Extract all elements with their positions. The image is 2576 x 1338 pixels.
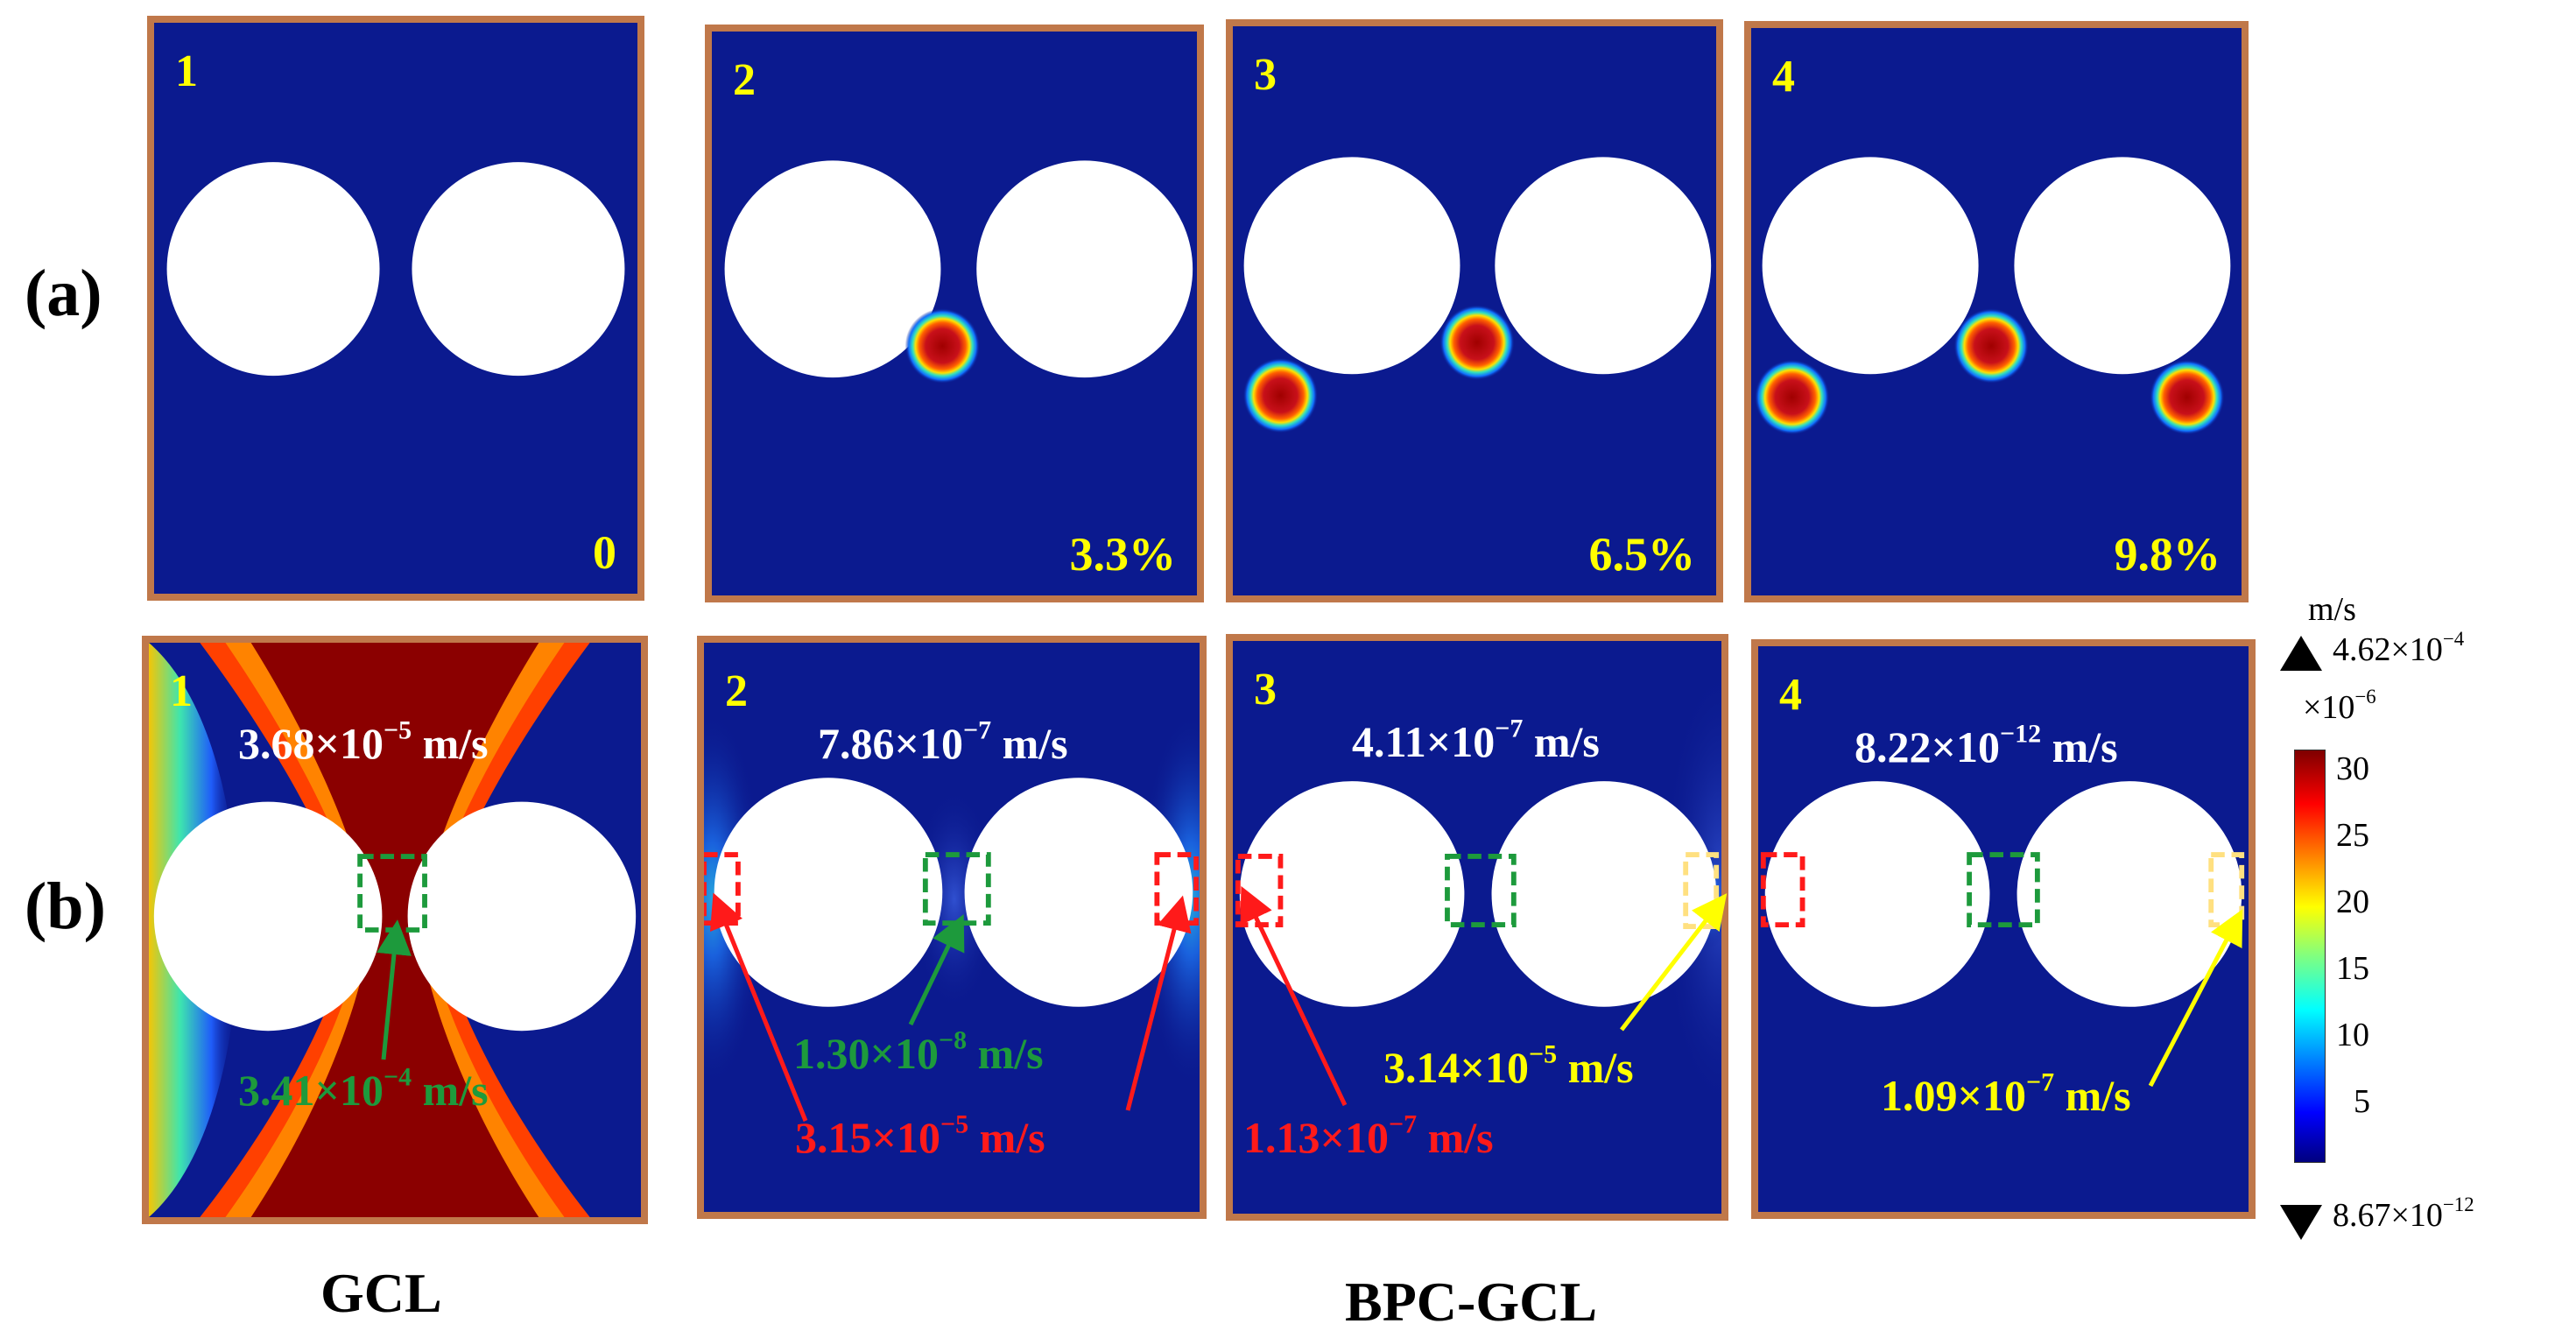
caption-gcl: GCL [320, 1262, 442, 1324]
colorbar-scale: ×10−6 [2303, 685, 2376, 726]
panel-number: 3 [1254, 665, 1277, 715]
annotation-p3-yellow: 3.14×10−5 m/s [1383, 1039, 1634, 1092]
colorbar-tick: 15 [2336, 950, 2369, 987]
red-blob [1754, 359, 1830, 435]
colorbar-min: 8.67×10−12 [2333, 1193, 2474, 1234]
panel-number: 1 [170, 666, 193, 716]
green-dashed-box [1967, 852, 2040, 928]
panel-a3: 3 6.5% [1226, 19, 1723, 602]
annotation-p4-yellow: 1.09×10−7 m/s [1881, 1067, 2131, 1120]
colorbar-max: 4.62×10−4 [2333, 627, 2465, 668]
max-triangle-icon [2280, 636, 2322, 671]
colorbar-tick: 25 [2336, 817, 2369, 854]
panel-a1: 1 0 [147, 16, 644, 601]
caption-bpc-gcl: BPC-GCL [1345, 1271, 1597, 1333]
colorbar-tick: 10 [2336, 1017, 2369, 1053]
annotation-p3-red: 1.13×10−7 m/s [1243, 1109, 1494, 1162]
colorbar [2294, 750, 2326, 1163]
red-blob [904, 308, 981, 384]
annotation-p2-red: 3.15×10−5 m/s [795, 1109, 1045, 1162]
colorbar-tick: 20 [2336, 884, 2369, 920]
colorbar-tick: 5 [2354, 1083, 2370, 1120]
panel-number: 1 [175, 46, 198, 96]
row-label-a: (a) [25, 257, 102, 330]
panel-number: 2 [725, 666, 748, 716]
red-blob [2150, 359, 2225, 435]
annotation-p2-green: 1.30×10−8 m/s [793, 1025, 1044, 1078]
velocity-label: 4.11×10−7 m/s [1352, 714, 1600, 766]
red-blob [1953, 308, 2029, 384]
panel-b4: 4 8.22×10−12 m/s [1751, 639, 2256, 1219]
velocity-label: 8.22×10−12 m/s [1855, 719, 2118, 771]
velocity-label: 3.68×10−5 m/s [238, 715, 489, 768]
colorbar-unit: m/s [2308, 591, 2356, 628]
min-triangle-icon [2280, 1205, 2322, 1240]
panel-a4: 4 9.8% [1744, 21, 2249, 602]
percentage-label: 0 [593, 526, 616, 579]
green-dashed-box [1445, 854, 1517, 927]
row-label-b: (b) [25, 870, 106, 943]
panel-number: 3 [1254, 50, 1277, 100]
velocity-label: 7.86×10−7 m/s [818, 715, 1068, 768]
red-dashed-box [1760, 852, 1805, 928]
percentage-label: 9.8% [2114, 528, 2221, 581]
yellow-dashed-box [1683, 852, 1720, 929]
panel-number: 2 [733, 55, 756, 105]
percentage-label: 6.5% [1588, 528, 1696, 581]
panel-number: 4 [1772, 52, 1795, 102]
panel-b1: 1 3.68×10−5 m/s [142, 636, 648, 1224]
percentage-label: 3.3% [1069, 528, 1177, 581]
green-dashed-box [922, 852, 991, 926]
panel-a2: 2 3.3% [705, 25, 1204, 602]
red-blob [1242, 357, 1319, 433]
annotation-p1-green: 3.41×10−4 m/s [238, 1062, 489, 1115]
panel-number: 4 [1779, 670, 1802, 720]
red-blob [1439, 305, 1515, 381]
red-dashed-box [704, 852, 741, 926]
colorbar-tick: 30 [2336, 750, 2369, 787]
